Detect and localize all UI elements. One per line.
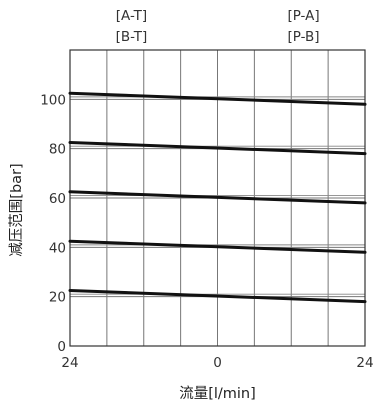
series-line (68, 239, 367, 254)
x-tick-label: 24 (356, 355, 373, 371)
x-tick-label: 24 (61, 355, 78, 371)
x-tick-labels: 24 0 24 (61, 355, 373, 371)
y-tick-label: 100 (40, 92, 66, 108)
top-label: [P-B] (288, 29, 320, 45)
series-line (68, 141, 367, 156)
y-tick-label: 0 (57, 339, 66, 355)
reference-lines (70, 96, 365, 295)
y-tick-label: 40 (49, 240, 66, 256)
top-label: [B-T] (116, 29, 148, 45)
series-line (68, 289, 367, 304)
top-labels: [A-T] [B-T] [P-A] [P-B] (116, 8, 320, 45)
y-tick-label: 80 (49, 142, 66, 158)
top-label: [A-T] (116, 8, 147, 24)
y-tick-labels: 0 20 40 60 80 100 (40, 92, 66, 355)
plot-frame (69, 49, 366, 347)
top-label: [P-A] (287, 8, 319, 24)
series-line (68, 190, 367, 205)
y-axis-title: 减压范围[bar] (8, 163, 25, 256)
y-tick-label: 20 (49, 290, 66, 306)
series-line (68, 91, 367, 106)
x-tick-label: 0 (213, 355, 222, 371)
x-axis-title: 流量[l/min] (179, 385, 256, 402)
y-tick-label: 60 (49, 191, 66, 207)
series-lines (68, 91, 367, 304)
